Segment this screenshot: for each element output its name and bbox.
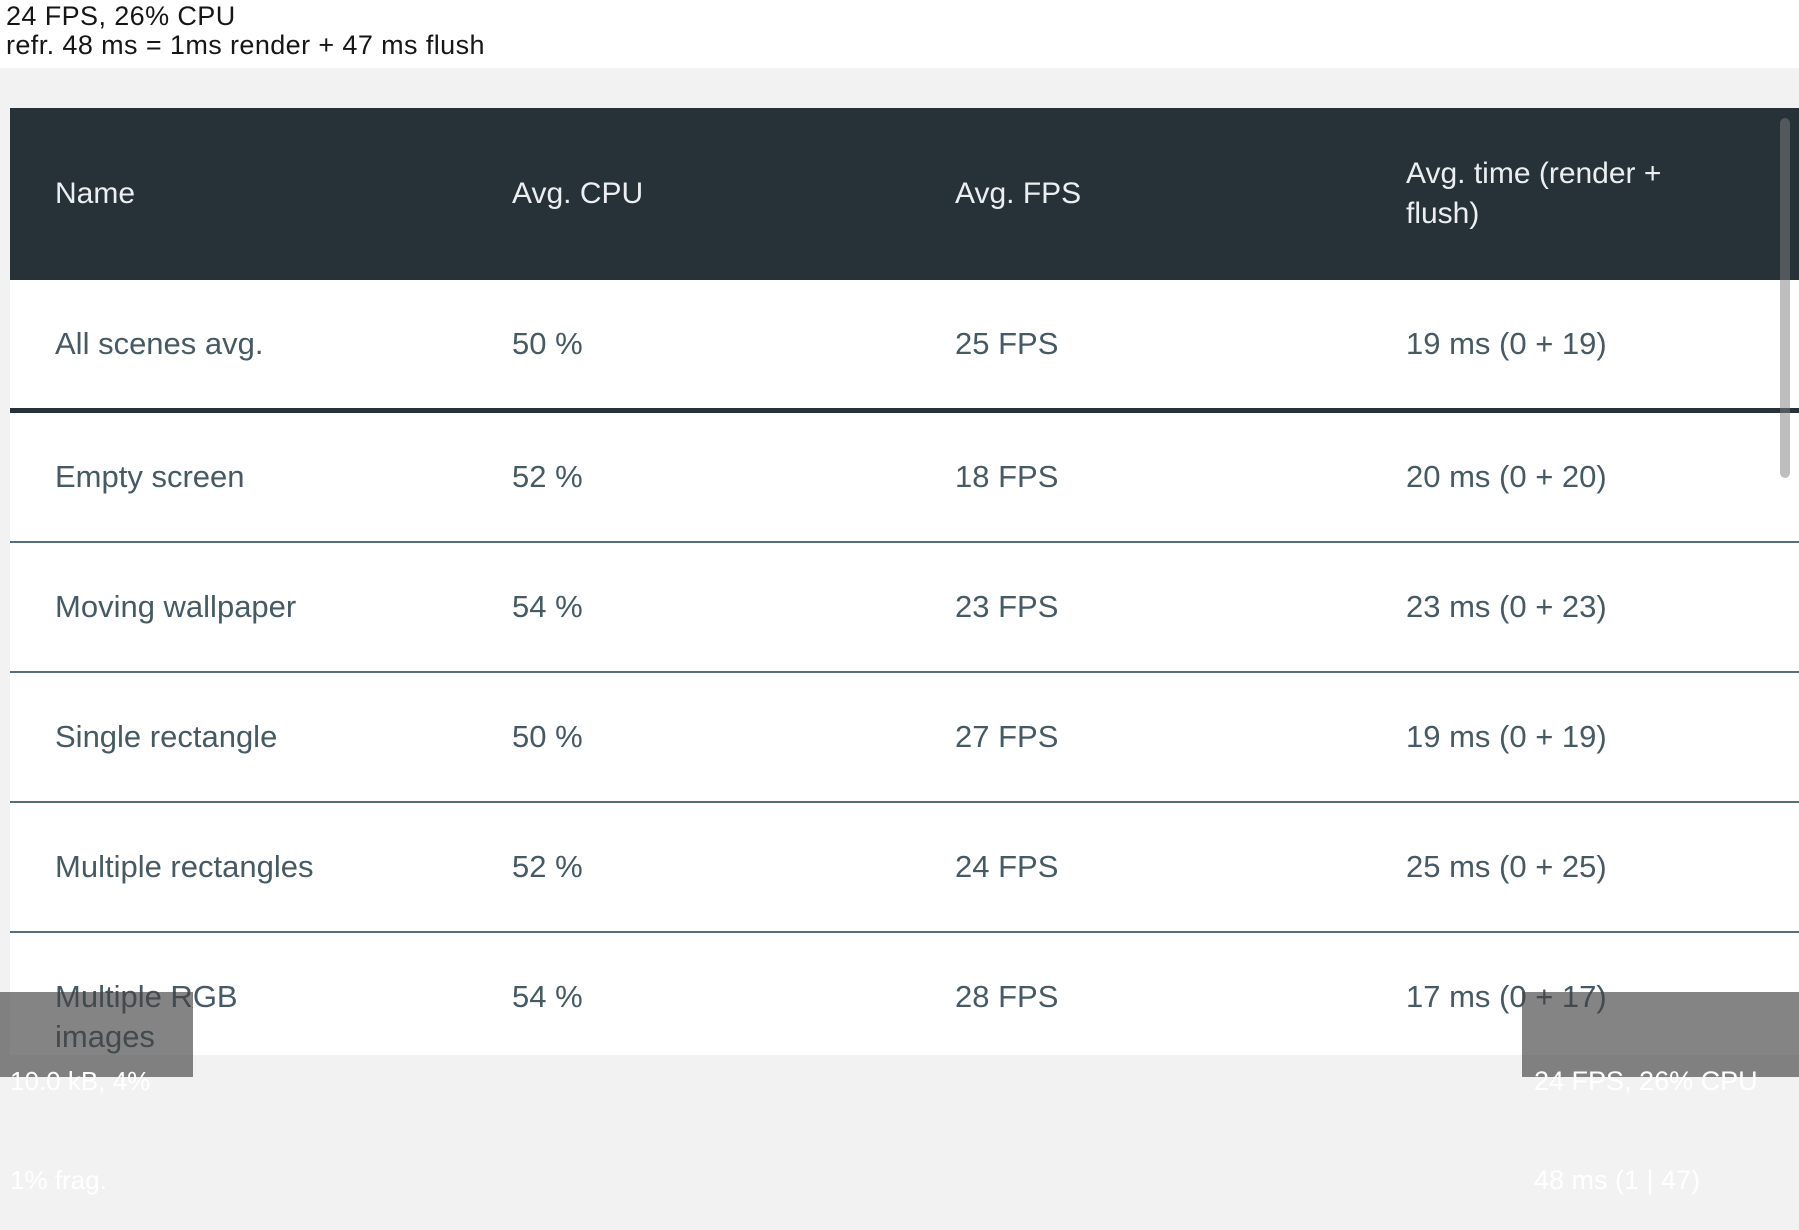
cell-avg-cpu: 52 % xyxy=(512,849,583,884)
column-header-name: Name xyxy=(55,177,136,210)
cell-avg-cpu: 54 % xyxy=(512,979,583,1014)
cell-avg-time: 19 ms (0 + 19) xyxy=(1406,326,1607,361)
cell-name: Multiple rectangles xyxy=(55,849,314,884)
table-row-moving-wallpaper: Moving wallpaper 54 % 23 FPS 23 ms (0 + … xyxy=(10,541,1799,671)
cell-avg-time: 25 ms (0 + 25) xyxy=(1406,849,1607,884)
cell-avg-time: 19 ms (0 + 19) xyxy=(1406,719,1607,754)
table-row-single-rectangle: Single rectangle 50 % 27 FPS 19 ms (0 + … xyxy=(10,671,1799,801)
cell-name: Moving wallpaper xyxy=(55,589,297,624)
fps-overlay-line2: 48 ms (1 | 47) xyxy=(1534,1165,1701,1195)
perf-refresh-text: refr. 48 ms = 1ms render + 47 ms flush xyxy=(6,30,485,60)
perf-fps-cpu-text: 24 FPS, 26% CPU xyxy=(6,1,236,31)
table-header-row: Name Avg. CPU Avg. FPS Avg. time (render… xyxy=(10,108,1799,280)
vertical-scrollbar-thumb[interactable] xyxy=(1780,118,1790,478)
table-row-empty-screen: Empty screen 52 % 18 FPS 20 ms (0 + 20) xyxy=(10,408,1799,541)
cell-avg-cpu: 50 % xyxy=(512,719,583,754)
table-row-multiple-rectangles: Multiple rectangles 52 % 24 FPS 25 ms (0… xyxy=(10,801,1799,931)
cell-name: All scenes avg. xyxy=(55,326,264,361)
cell-name: Single rectangle xyxy=(55,719,278,754)
benchmark-results-table: Name Avg. CPU Avg. FPS Avg. time (render… xyxy=(10,108,1799,1055)
column-header-avg-fps: Avg. FPS xyxy=(955,177,1082,210)
table-row-multiple-rgb-images: Multiple RGB images 54 % 28 FPS 17 ms (0… xyxy=(10,931,1799,1055)
cell-avg-cpu: 50 % xyxy=(512,326,583,361)
cell-avg-fps: 18 FPS xyxy=(955,459,1059,494)
cell-avg-fps: 23 FPS xyxy=(955,589,1059,624)
cell-avg-fps: 27 FPS xyxy=(955,719,1059,754)
cell-avg-fps: 28 FPS xyxy=(955,979,1059,1014)
fps-overlay-line1: 24 FPS, 26% CPU xyxy=(1534,1066,1758,1096)
column-header-avg-time: Avg. time (render + flush) xyxy=(1406,157,1662,230)
cell-avg-fps: 24 FPS xyxy=(955,849,1059,884)
cell-name: Empty screen xyxy=(55,459,245,494)
column-header-avg-cpu: Avg. CPU xyxy=(512,177,644,210)
top-perf-band: 24 FPS, 26% CPU refr. 48 ms = 1ms render… xyxy=(0,0,1799,68)
memory-perf-overlay: 10.0 kB, 4% 1% frag. xyxy=(0,992,193,1195)
fps-perf-overlay: 24 FPS, 26% CPU 48 ms (1 | 47) xyxy=(1522,992,1799,1195)
cell-avg-time: 20 ms (0 + 20) xyxy=(1406,459,1607,494)
cell-avg-fps: 25 FPS xyxy=(955,326,1059,361)
memory-overlay-line2: 1% frag. xyxy=(10,1165,107,1195)
cell-avg-cpu: 54 % xyxy=(512,589,583,624)
cell-avg-cpu: 52 % xyxy=(512,459,583,494)
cell-avg-time: 23 ms (0 + 23) xyxy=(1406,589,1607,624)
memory-overlay-line1: 10.0 kB, 4% xyxy=(10,1066,151,1096)
table-row-all-scenes-avg: All scenes avg. 50 % 25 FPS 19 ms (0 + 1… xyxy=(10,280,1799,408)
